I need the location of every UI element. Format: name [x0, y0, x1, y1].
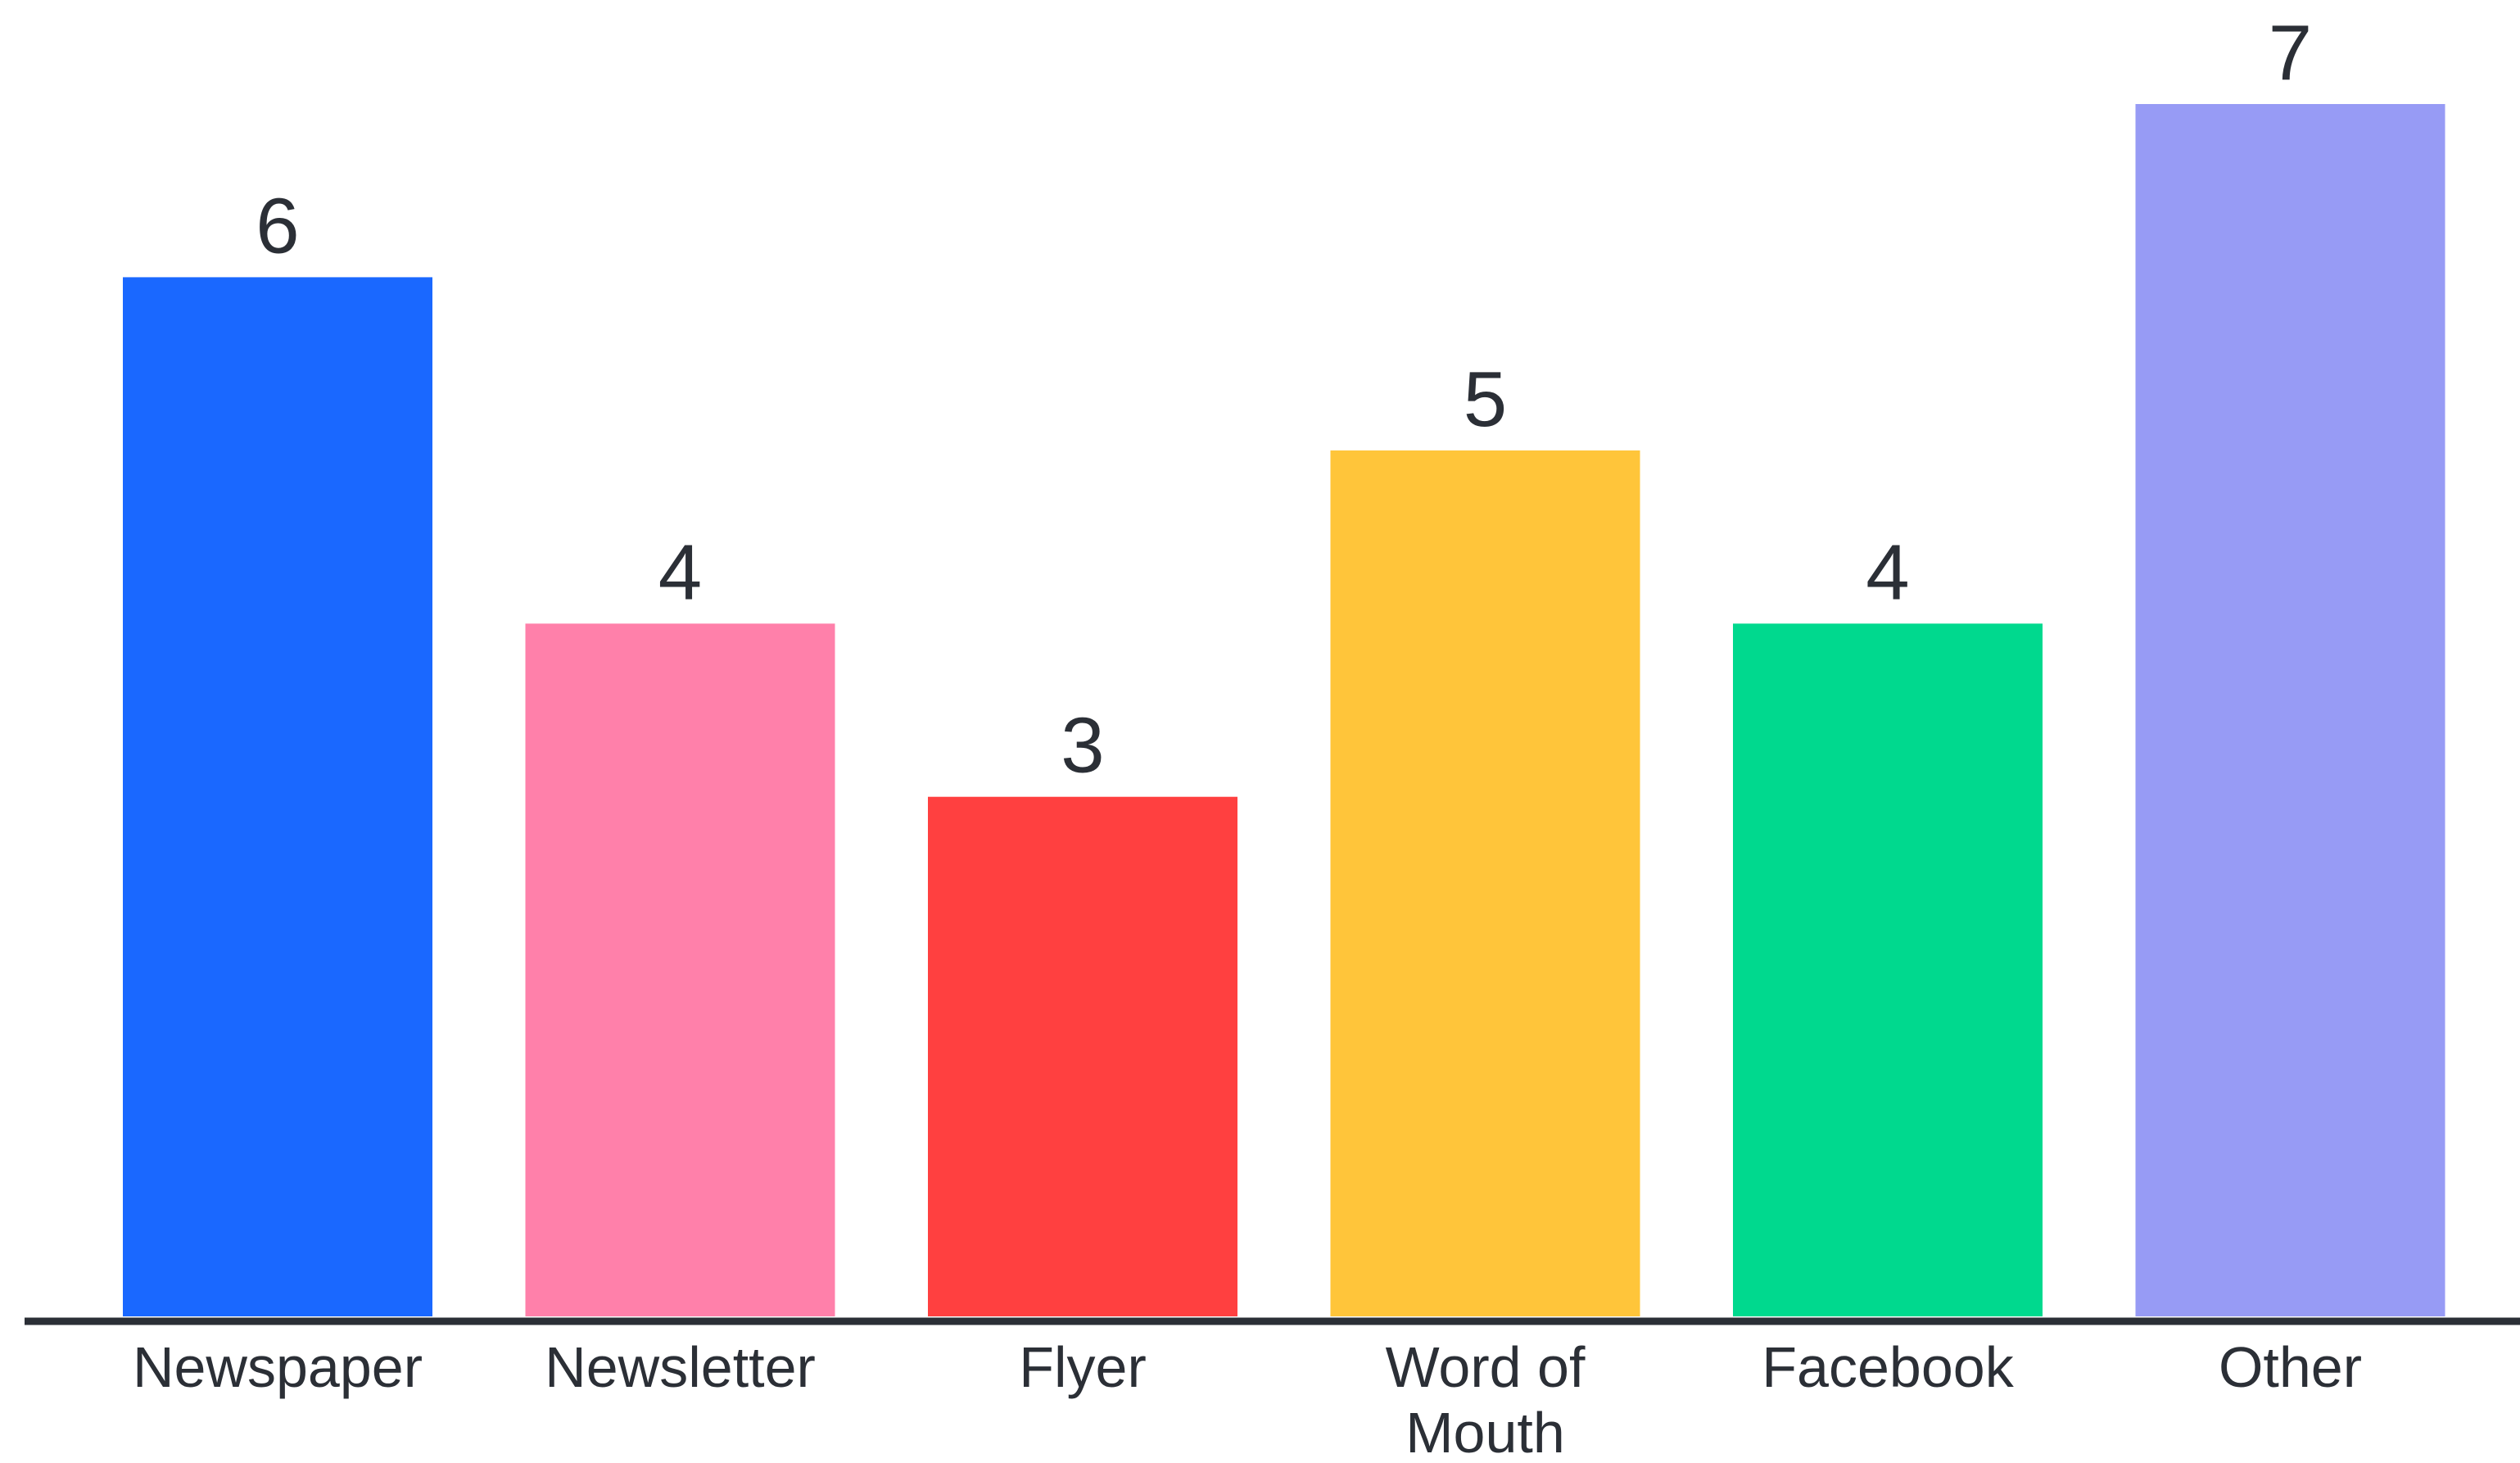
- value-labels-group: 6 4 3 5 4 7: [256, 9, 2312, 790]
- category-label-line: Flyer: [1019, 1335, 1147, 1399]
- category-label-other: Other: [2219, 1335, 2362, 1399]
- category-label-word-of-mouth: Word of Mouth: [1386, 1335, 1586, 1463]
- category-label-line: Newspaper: [133, 1335, 423, 1399]
- bar-flyer: [928, 796, 1237, 1316]
- category-label-line: Newsletter: [545, 1335, 816, 1399]
- bar-facebook: [1733, 623, 2043, 1316]
- value-label-newsletter: 4: [658, 528, 702, 616]
- value-label-flyer: 3: [1061, 702, 1104, 790]
- category-label-line: Word of: [1386, 1335, 1586, 1399]
- category-label-flyer: Flyer: [1019, 1335, 1147, 1399]
- value-label-other: 7: [2269, 9, 2312, 97]
- category-label-newspaper: Newspaper: [133, 1335, 423, 1399]
- bar-newspaper: [123, 277, 432, 1316]
- value-label-word-of-mouth: 5: [1464, 356, 1507, 443]
- category-label-line: Mouth: [1405, 1401, 1565, 1463]
- category-label-facebook: Facebook: [1762, 1335, 2014, 1399]
- value-label-facebook: 4: [1866, 528, 1909, 616]
- category-label-line: Facebook: [1762, 1335, 2014, 1399]
- category-label-newsletter: Newsletter: [545, 1335, 816, 1399]
- bar-newsletter: [525, 623, 835, 1316]
- bar-other: [2135, 104, 2445, 1316]
- category-label-line: Other: [2219, 1335, 2362, 1399]
- bar-word-of-mouth: [1330, 450, 1640, 1316]
- bars-group: [123, 104, 2445, 1316]
- value-label-newspaper: 6: [256, 182, 299, 270]
- category-labels-group: Newspaper Newsletter Flyer Word of Mouth Face…: [133, 1335, 2362, 1463]
